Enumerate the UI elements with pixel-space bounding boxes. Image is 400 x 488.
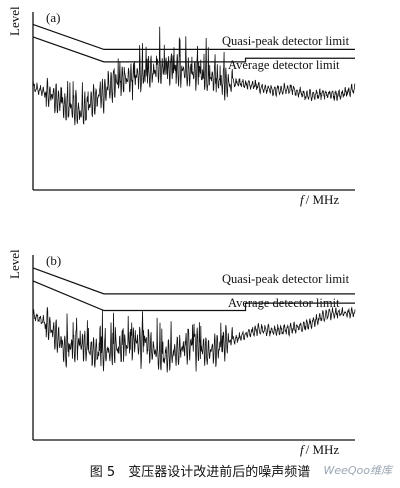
figure-caption: 图 5 变压器设计改进前后的噪声频谱 [89,465,311,480]
x-axis-variable: f [300,442,306,457]
average-limit-line [32,36,355,63]
quasi-peak-limit-line [32,23,355,50]
average-limit-label: Average detector limit [228,296,340,310]
y-axis-label: Level [7,6,22,36]
chart-panel-a: Level (a) f / MHz Quasi-peak detector limit A… [7,6,356,207]
average-limit-line [32,280,355,312]
panel-label: (b) [46,253,61,268]
panel-label: (a) [46,10,60,25]
noise-spectrum-line [32,306,356,373]
y-axis-label: Level [7,249,22,279]
x-axis-variable: f [300,192,306,207]
x-axis-label: f / MHz [300,442,339,457]
quasi-peak-limit-label: Quasi-peak detector limit [222,34,350,48]
chart-panel-b: Level (b) f / MHz Quasi-peak detector limit A… [7,249,356,457]
x-axis-unit: / MHz [306,192,340,207]
quasi-peak-limit-label: Quasi-peak detector limit [222,272,350,286]
quasi-peak-limit-line [32,267,355,295]
noise-spectrum-line [32,26,356,126]
watermark: WeeQoo维库 [323,464,392,477]
x-axis-label: f / MHz [300,192,339,207]
x-axis-unit: / MHz [306,442,340,457]
average-limit-label: Average detector limit [228,58,340,72]
